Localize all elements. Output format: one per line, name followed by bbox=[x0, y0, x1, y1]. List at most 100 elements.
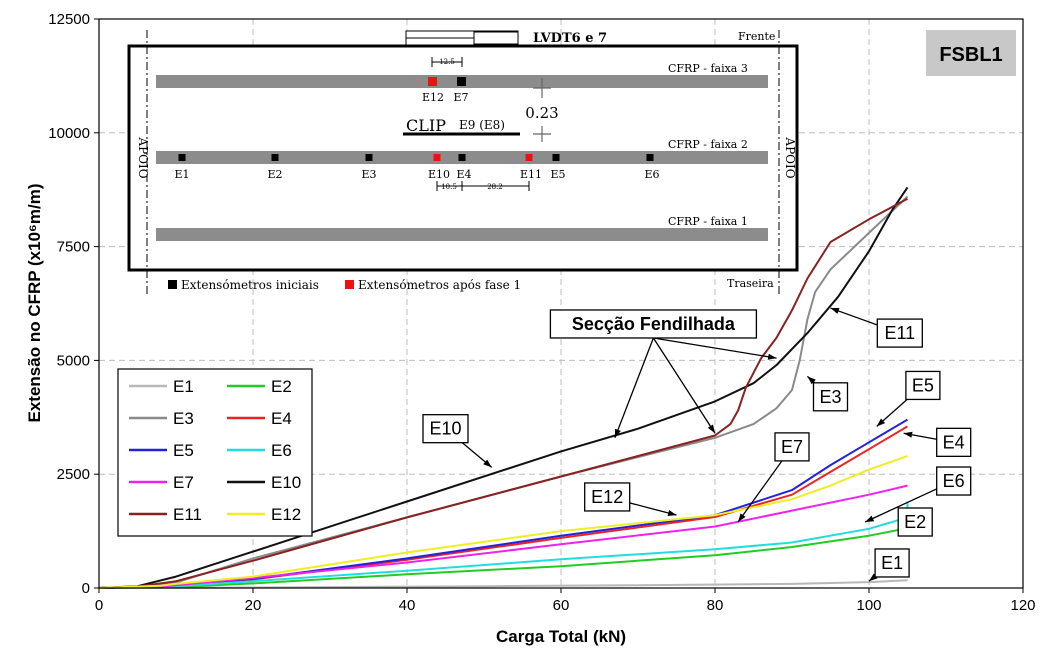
legend-after-label: Extensómetros após fase 1 bbox=[358, 278, 521, 292]
gauge-e6-label: E6 bbox=[644, 168, 659, 181]
gauge-e12-label: E12 bbox=[422, 91, 444, 104]
series-line-e10 bbox=[98, 186, 909, 589]
legend-label-e4: E4 bbox=[271, 409, 292, 428]
annotation-label-e5: E5 bbox=[912, 375, 934, 395]
gauge-e4-marker bbox=[458, 154, 466, 161]
x-tick-label: 60 bbox=[553, 597, 570, 614]
gauge-e7-marker bbox=[457, 77, 466, 86]
series-legend: E1 E2 E3 E4 E5 E6 E7 E10 E11 E12 bbox=[117, 368, 313, 537]
annotation-arrowhead bbox=[667, 510, 677, 517]
gauge-e4-label: E4 bbox=[456, 168, 471, 181]
legend-label-e3: E3 bbox=[173, 409, 194, 428]
strip-2-label: CFRP - faixa 2 bbox=[668, 138, 748, 151]
legend-initial-marker bbox=[168, 280, 177, 289]
x-axis-label: Carga Total (kN) bbox=[496, 627, 626, 646]
annotation-box-e12 bbox=[584, 482, 631, 512]
legend-label-e2: E2 bbox=[271, 377, 292, 396]
legend-label-e6: E6 bbox=[271, 441, 292, 460]
gauge-e7-label: E7 bbox=[453, 91, 468, 104]
callout-box bbox=[549, 309, 758, 339]
gauge-e5-label: E5 bbox=[550, 168, 565, 181]
annotation-label-e6: E6 bbox=[943, 471, 965, 491]
specimen-label: FSBL1 bbox=[939, 44, 1002, 66]
series-line-e11 bbox=[98, 197, 908, 589]
callout-arrowhead bbox=[707, 424, 715, 434]
callout-arrow bbox=[652, 337, 716, 434]
mid-value: 0.23 bbox=[525, 104, 558, 122]
annotation-label-e4: E4 bbox=[943, 432, 965, 452]
annotation-arrowhead bbox=[865, 515, 875, 522]
legend-label-e5: E5 bbox=[173, 441, 194, 460]
gauge-e3-label: E3 bbox=[361, 168, 376, 181]
apoio-left: APOIO bbox=[136, 136, 150, 178]
x-tick-label: 100 bbox=[856, 597, 881, 614]
annotation-arrowhead bbox=[830, 308, 840, 314]
traseira-label: Traseira bbox=[727, 277, 774, 290]
legend-label-e7: E7 bbox=[173, 473, 194, 492]
annotation-label-e11: E11 bbox=[884, 323, 915, 343]
cfrp-strip-1 bbox=[156, 228, 768, 241]
lvdt-cross-bottom bbox=[533, 126, 551, 142]
legend-frame bbox=[117, 368, 313, 537]
annotation-box-e5 bbox=[905, 370, 941, 401]
annotation-box-e10 bbox=[422, 414, 469, 444]
gauge-e1-label: E1 bbox=[174, 168, 189, 181]
strip-1-label: CFRP - faixa 1 bbox=[668, 215, 748, 228]
gauge-e5-marker bbox=[552, 154, 560, 161]
callout-arrow bbox=[653, 337, 777, 359]
legend-label-e10: E10 bbox=[271, 473, 301, 492]
y-tick-label: 2500 bbox=[57, 466, 90, 483]
lvdt-label: LVDT6 e 7 bbox=[533, 31, 607, 46]
annotation-label-e2: E2 bbox=[904, 512, 926, 532]
y-tick-label: 12500 bbox=[48, 11, 90, 28]
callout-arrow bbox=[614, 337, 655, 439]
gauge-e2-marker bbox=[271, 154, 279, 161]
annotation-label-e3: E3 bbox=[819, 387, 841, 407]
gauge-e6-marker bbox=[646, 154, 654, 161]
frente-label: Frente bbox=[738, 30, 775, 43]
annotation-box-e2 bbox=[897, 507, 933, 537]
annotation-arrowhead bbox=[738, 513, 746, 522]
y-axis-label: Extensão no CFRP (x10⁶m/m) bbox=[25, 184, 44, 423]
annotation-box-e3 bbox=[812, 382, 849, 412]
lvdt-cross-top bbox=[533, 78, 551, 98]
gauge-e2-label: E2 bbox=[267, 168, 282, 181]
annotation-label-e12: E12 bbox=[591, 487, 623, 507]
callout-label: Secção Fendilhada bbox=[572, 314, 736, 334]
callout-arrowhead bbox=[767, 353, 777, 360]
series-line-e7 bbox=[98, 484, 908, 589]
y-tick-label: 5000 bbox=[57, 352, 90, 369]
annotation-label-e10: E10 bbox=[429, 419, 461, 439]
annotation-arrowhead bbox=[807, 376, 816, 385]
annotation-label-e1: E1 bbox=[881, 553, 903, 573]
x-tick-label: 0 bbox=[95, 597, 103, 614]
annotation-box-e4 bbox=[936, 427, 972, 457]
gauge-e12-marker bbox=[428, 77, 437, 86]
x-tick-label: 120 bbox=[1010, 597, 1035, 614]
annotation-arrowhead bbox=[483, 459, 492, 468]
callout-arrowhead bbox=[614, 428, 621, 438]
annotation-box-e1 bbox=[874, 548, 910, 578]
annotation-arrowhead bbox=[869, 573, 878, 582]
y-tick-label: 0 bbox=[82, 580, 90, 597]
annotation-box-e11 bbox=[876, 318, 923, 348]
legend-initial-label: Extensómetros iniciais bbox=[181, 278, 319, 292]
e9e8-label: E9 (E8) bbox=[459, 118, 505, 132]
y-tick-label: 10000 bbox=[48, 125, 90, 142]
gauge-e1-marker bbox=[178, 154, 186, 161]
gauge-e10-label: E10 bbox=[428, 168, 450, 181]
x-tick-label: 20 bbox=[245, 597, 262, 614]
specimen-badge: FSBL1 bbox=[926, 30, 1016, 76]
annotations: E1 E2 E3 E4 E5 E6 E7 E10 E11 E12 Secção Fendilhada bbox=[422, 307, 972, 582]
legend-label-e11: E11 bbox=[173, 505, 202, 524]
annotation-label-e7: E7 bbox=[781, 437, 803, 457]
specimen-inset: LVDT6 e 7 Frente Traseira APOIO APOIO CF… bbox=[127, 30, 799, 295]
y-tick-label: 7500 bbox=[57, 239, 90, 256]
apoio-right: APOIO bbox=[783, 136, 797, 178]
series-line-e12 bbox=[98, 455, 908, 589]
dim-bottom-right: 28.2 bbox=[487, 183, 503, 191]
legend-label-e1: E1 bbox=[173, 377, 194, 396]
clip-label: CLIP bbox=[406, 116, 446, 135]
annotation-box-e6 bbox=[936, 466, 972, 496]
